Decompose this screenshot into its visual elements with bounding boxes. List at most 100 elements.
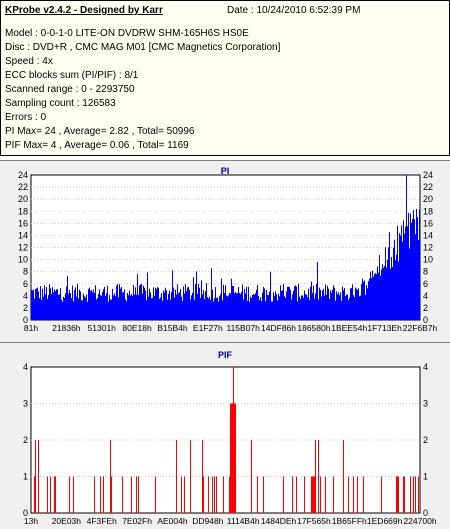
pi-bar — [338, 292, 339, 320]
pi-bar — [65, 293, 66, 320]
pi-bar — [192, 292, 193, 320]
pi-bar — [100, 295, 101, 320]
pif-xtick: 20E03h — [52, 516, 82, 526]
pif-bar — [353, 476, 354, 513]
pi-bar — [204, 299, 205, 320]
pi-bar — [312, 292, 313, 320]
pi-bar — [201, 280, 202, 320]
pi-bar — [186, 291, 187, 320]
pi-bar — [250, 296, 251, 320]
pif-xtick: 4F3FEh — [87, 516, 118, 526]
pi-bar — [244, 288, 245, 320]
pi-bar — [191, 295, 192, 320]
pif-bar — [325, 476, 326, 513]
pi-bar — [291, 299, 292, 320]
pi-ytick-right: 22 — [423, 182, 433, 192]
pi-xtick: B15B4h — [157, 323, 188, 333]
pi-bar — [185, 284, 186, 320]
pif-ytick-left: 2 — [23, 435, 28, 445]
pif-bar — [396, 476, 397, 513]
pi-bar — [154, 296, 155, 320]
pi-bar — [84, 296, 85, 320]
pi-bar — [310, 286, 311, 320]
pi-bar — [254, 294, 255, 320]
pi-bar — [171, 291, 172, 320]
pif-bar — [343, 440, 344, 513]
pi-bar — [167, 299, 168, 320]
pif-bar — [181, 476, 182, 513]
pi-bar — [290, 289, 291, 320]
pi-bar — [68, 293, 69, 320]
pi-bar — [119, 284, 120, 320]
pi-bar — [382, 264, 383, 320]
pi-bar — [376, 274, 377, 320]
pi-bar — [164, 292, 165, 320]
pi-ytick-right: 14 — [423, 230, 433, 240]
pi-bar — [33, 289, 34, 320]
pi-bar — [213, 301, 214, 320]
pi-bar — [75, 287, 76, 320]
pi-bar — [56, 289, 57, 320]
pi-bar — [37, 287, 38, 320]
pi-xtick: E1F27h — [193, 323, 223, 333]
pif-bar — [73, 476, 74, 513]
pi-bar — [212, 289, 213, 320]
pi-ytick-left: 0 — [23, 315, 28, 325]
pi-bar — [335, 300, 336, 320]
pi-bar — [377, 266, 378, 320]
pi-bar — [126, 301, 127, 320]
pi-bar — [401, 225, 402, 320]
pi-bar — [136, 294, 137, 320]
pi-bar — [36, 288, 37, 320]
pi-bar — [233, 286, 234, 320]
pi-bar — [83, 293, 84, 320]
pi-bar — [140, 284, 141, 320]
pif-xtick: 1ED669h — [367, 516, 403, 526]
pi-bar — [323, 288, 324, 320]
pi-bar — [316, 283, 317, 320]
pi-ytick-right: 18 — [423, 206, 433, 216]
pi-bar — [360, 295, 361, 320]
pi-bar — [64, 297, 65, 320]
pi-bar — [240, 294, 241, 320]
pif-xtick: 224700h — [403, 516, 436, 526]
pi-bar — [183, 286, 184, 320]
pi-bar — [159, 299, 160, 320]
pi-bar — [270, 271, 271, 320]
pi-chart-title: PI — [221, 166, 230, 176]
pi-bar — [412, 219, 413, 320]
pif-bar — [136, 476, 137, 513]
pi-ytick-left: 6 — [23, 279, 28, 289]
pi-bar — [172, 270, 173, 320]
pi-bar — [271, 301, 272, 320]
pi-bar — [367, 288, 368, 320]
pi-bar — [390, 268, 391, 320]
pi-bar — [98, 293, 99, 320]
pi-bar — [300, 299, 301, 320]
pi-bar — [163, 290, 164, 320]
pi-bar — [398, 261, 399, 320]
range-line: Scanned range : 0 - 2293750 — [5, 84, 135, 95]
pi-bar — [358, 288, 359, 320]
pi-xtick: 22F6B7h — [403, 323, 438, 333]
pi-bar — [378, 272, 379, 320]
pi-bar — [284, 296, 285, 320]
pi-bar — [408, 212, 409, 320]
pif-chart-panel: PIF 0 0 1 1 2 2 3 3 4 4 13h 20E03h 4F3FEh 7E02Fh AE004… — [0, 343, 450, 529]
pi-bar — [202, 294, 203, 320]
pi-bar — [112, 288, 113, 320]
pi-bar — [54, 289, 55, 320]
pi-xtick: 14DF86h — [261, 323, 296, 333]
pif-bar — [397, 476, 398, 513]
pi-bar — [278, 293, 279, 320]
pi-bar — [248, 286, 249, 320]
pi-bar — [418, 240, 419, 320]
pi-bar — [120, 288, 121, 320]
pi-bar — [78, 298, 79, 320]
pi-bar — [134, 294, 135, 320]
pif-bar — [47, 476, 48, 513]
pi-bar — [345, 296, 346, 320]
pi-bar — [314, 298, 315, 320]
pi-bar — [353, 295, 354, 320]
